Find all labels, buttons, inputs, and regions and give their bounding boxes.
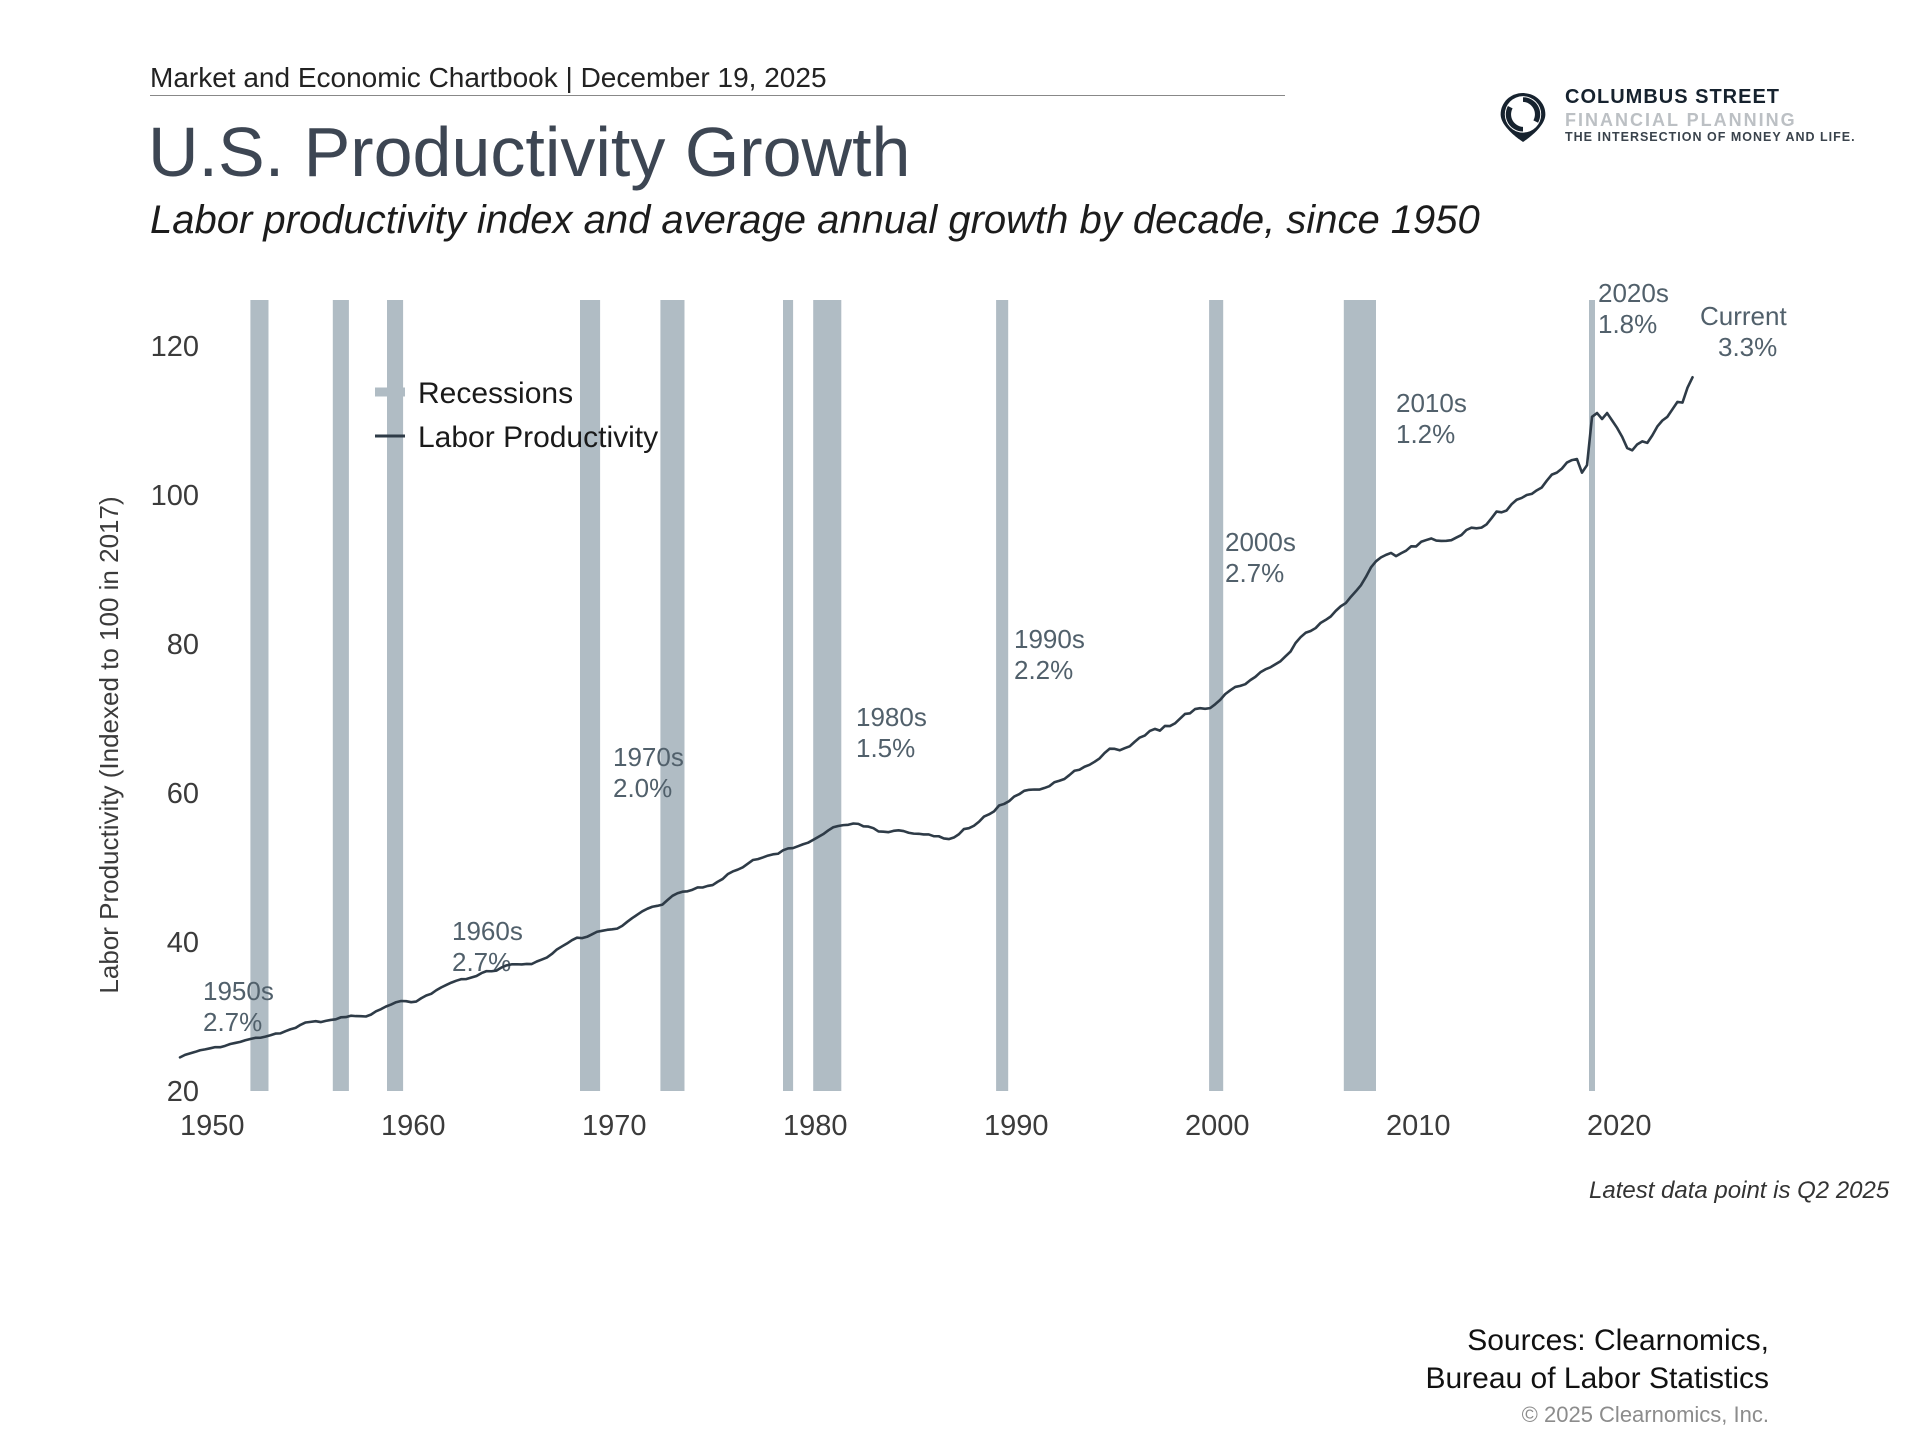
svg-text:1990: 1990 (984, 1110, 1049, 1142)
svg-text:1.5%: 1.5% (856, 733, 915, 763)
svg-text:2.7%: 2.7% (1225, 558, 1284, 588)
svg-text:2000s: 2000s (1225, 527, 1296, 557)
svg-text:2020s: 2020s (1598, 278, 1669, 308)
svg-text:1980s: 1980s (856, 702, 927, 732)
svg-text:3.3%: 3.3% (1718, 332, 1777, 362)
svg-text:1970s: 1970s (613, 742, 684, 772)
svg-text:1960: 1960 (381, 1110, 446, 1142)
svg-text:20: 20 (167, 1076, 199, 1108)
svg-text:100: 100 (151, 480, 199, 512)
svg-text:1990s: 1990s (1014, 624, 1085, 654)
svg-text:Bureau of Labor Statistics: Bureau of Labor Statistics (1425, 1362, 1769, 1395)
svg-text:1950s: 1950s (203, 976, 274, 1006)
svg-text:1980: 1980 (783, 1110, 848, 1142)
svg-text:2000: 2000 (1185, 1110, 1250, 1142)
svg-text:1.2%: 1.2% (1396, 419, 1455, 449)
svg-text:1970: 1970 (582, 1110, 647, 1142)
svg-text:1950: 1950 (180, 1110, 245, 1142)
svg-text:2020: 2020 (1587, 1110, 1652, 1142)
svg-text:Latest data point is Q2 2025: Latest data point is Q2 2025 (1589, 1177, 1890, 1204)
svg-text:Labor Productivity (Indexed to: Labor Productivity (Indexed to 100 in 20… (94, 496, 124, 993)
svg-text:Current: Current (1700, 301, 1787, 331)
svg-text:Sources: Clearnomics,: Sources: Clearnomics, (1467, 1324, 1769, 1357)
svg-text:1.8%: 1.8% (1598, 309, 1657, 339)
svg-text:© 2025 Clearnomics, Inc.: © 2025 Clearnomics, Inc. (1522, 1402, 1769, 1427)
svg-text:2.7%: 2.7% (203, 1007, 262, 1037)
svg-text:Recessions: Recessions (418, 377, 573, 410)
svg-text:1960s: 1960s (452, 916, 523, 946)
svg-text:2010s: 2010s (1396, 388, 1467, 418)
svg-text:80: 80 (167, 629, 199, 661)
svg-text:60: 60 (167, 778, 199, 810)
svg-text:2010: 2010 (1386, 1110, 1451, 1142)
svg-text:2.0%: 2.0% (613, 773, 672, 803)
svg-text:2.2%: 2.2% (1014, 655, 1073, 685)
svg-text:Labor Productivity: Labor Productivity (418, 421, 658, 454)
svg-text:120: 120 (151, 331, 199, 363)
svg-text:40: 40 (167, 927, 199, 959)
